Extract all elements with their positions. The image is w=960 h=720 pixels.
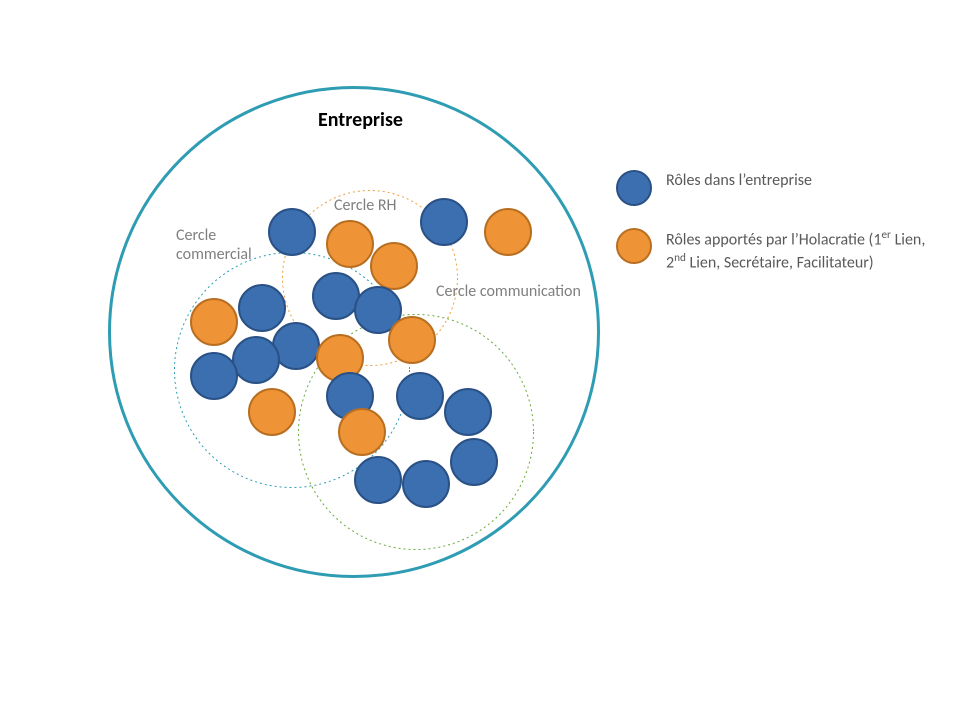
role-dot [338,408,386,456]
role-dot [190,352,238,400]
diagram-title: Entreprise [318,108,403,132]
label-cercle-communication: Cercle communication [436,282,586,301]
role-dot [450,438,498,486]
legend-label: Rôles dans l’entreprise [666,170,812,192]
legend-dot-icon [616,228,652,264]
role-dot [190,298,238,346]
role-dot [444,388,492,436]
legend-item: Rôles dans l’entreprise [616,170,936,206]
role-dot [370,242,418,290]
role-dot [354,456,402,504]
role-dot [420,198,468,246]
role-dot [232,336,280,384]
role-dot [388,316,436,364]
role-dot [402,460,450,508]
role-dot [238,284,286,332]
diagram-stage: Entreprise Cercle RHCercle commercialCer… [0,0,960,720]
role-dot [326,220,374,268]
role-dot [484,208,532,256]
legend-dot-icon [616,170,652,206]
legend-label: Rôles apportés par l’Holacratie (1er Lie… [666,228,930,274]
legend-item: Rôles apportés par l’Holacratie (1er Lie… [616,228,936,274]
role-dot [396,372,444,420]
role-dot [312,272,360,320]
legend: Rôles dans l’entreprise Rôles apportés pa… [616,170,936,296]
role-dot [248,388,296,436]
role-dot [268,208,316,256]
